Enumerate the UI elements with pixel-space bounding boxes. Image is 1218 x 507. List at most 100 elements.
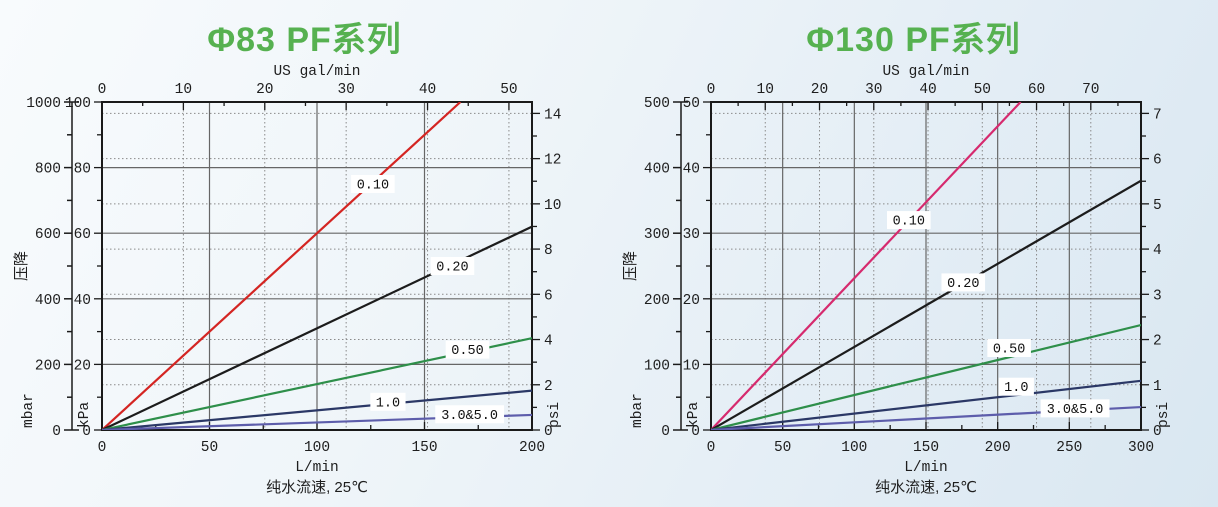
bottom-tick-label: 0: [98, 440, 107, 456]
series-line-0.10: [102, 102, 462, 430]
kpa-axis-unit-label: kPa: [77, 402, 93, 428]
chart-title-phi130-pf: Φ130 PF系列: [806, 21, 1021, 59]
mbar-tick-label: 0: [661, 424, 670, 440]
series-labels: 0.10 0.20 0.50 1.0 3.0&5.0: [351, 175, 505, 424]
series-label-0.10: 0.10: [893, 215, 925, 230]
bottom-tick-label: 50: [774, 440, 791, 456]
series-label-1.0: 1.0: [376, 396, 400, 411]
psi-tick-label: 2: [544, 379, 553, 395]
psi-tick-label: 7: [1153, 107, 1162, 123]
series-label-box-1.0: [998, 377, 1034, 396]
bottom-axis-unit-label: L/min: [904, 460, 948, 476]
mbar-axis-unit-label: mbar: [21, 393, 37, 428]
gridlines-dotted: [102, 102, 532, 430]
psi-tick-label: 0: [1153, 424, 1162, 440]
mbar-axis: [64, 101, 79, 431]
bottom-tick-label: 100: [841, 440, 867, 456]
top-tick-label: 10: [175, 82, 192, 98]
chart-caption: 纯水流速, 25℃: [266, 479, 368, 496]
series-label-box-0.20: [430, 257, 475, 275]
bottom-tick-label: 100: [304, 440, 330, 456]
series-label-box-0.20: [941, 273, 986, 292]
series-label-0.20: 0.20: [436, 261, 468, 276]
kpa-tick-label: 50: [683, 96, 700, 112]
mbar-tick-label: 500: [644, 96, 670, 112]
psi-tick-label: 5: [1153, 198, 1162, 214]
top-tick-label: 0: [98, 82, 107, 98]
bottom-tick-label: 200: [519, 440, 545, 456]
pressure-drop-ylabel: 压降: [13, 251, 30, 281]
mbar-tick-label: 400: [644, 162, 670, 178]
psi-tick-label: 10: [544, 198, 561, 214]
series-line-0.50: [711, 323, 1141, 430]
chart-title-phi83-pf: Φ83 PF系列: [207, 21, 402, 59]
top-tick-label: 60: [1028, 82, 1045, 98]
mbar-tick-label: 200: [644, 293, 670, 309]
kpa-tick-label: 40: [74, 293, 91, 309]
series-label-box-0.50: [987, 339, 1031, 357]
psi-tick-label: 6: [1153, 153, 1162, 169]
chart-panel-phi130-pf: Φ130 PF系列 0 10 20 30 40 50 60 70 0 50 100 150 200 250…: [609, 0, 1218, 507]
gridlines-dotted: [711, 102, 1141, 430]
mbar-tick-label: 400: [35, 293, 61, 309]
series-label-box-0.10: [887, 211, 931, 230]
top-tick-label: 50: [500, 82, 517, 98]
top-tick-label: 30: [865, 82, 882, 98]
chart-panel-phi83-pf: Φ83 PF系列 0 10 20 30 40 50 0 50 100 150 200 0 20 40 60 8…: [13, 21, 563, 496]
series-label-box-0.50: [445, 340, 490, 359]
series-label-3.0&5.0: 3.0&5.0: [441, 409, 498, 424]
chart-svg-phi130-pf: 0 10 20 30 40 50 60 700 50 100 150 200 250 3000102030…: [622, 64, 1172, 496]
top-tick-label: 40: [419, 82, 436, 98]
chart-caption: 纯水流速, 25℃: [875, 479, 977, 496]
kpa-tick-label: 30: [683, 227, 700, 243]
series-line-1.0: [102, 389, 532, 430]
bottom-tick-label: 250: [1056, 440, 1082, 456]
mbar-tick-label: 300: [644, 227, 670, 243]
series-line-1.0: [711, 379, 1141, 430]
kpa-tick-label: 0: [691, 424, 700, 440]
bottom-tick-label: 150: [411, 440, 437, 456]
psi-tick-label: 4: [1153, 243, 1162, 259]
bottom-tick-label: 200: [985, 440, 1011, 456]
series-label-box-3.0&5.0: [1040, 399, 1110, 418]
kpa-axis-unit-label: kPa: [686, 402, 702, 428]
top-tick-label: 30: [337, 82, 354, 98]
top-tick-label: 20: [811, 82, 828, 98]
bottom-tick-label: 0: [707, 440, 716, 456]
kpa-tick-label: 20: [683, 293, 700, 309]
series-label-0.50: 0.50: [993, 343, 1025, 358]
psi-axis-unit-label: psi: [1156, 402, 1172, 428]
series-label-3.0&5.0: 3.0&5.0: [1047, 403, 1104, 418]
series-labels: 0.10 0.20 0.50 1.0 3.0&5.0: [887, 211, 1110, 418]
top-tick-label: 0: [707, 82, 716, 98]
psi-tick-label: 0: [544, 424, 553, 440]
series-label-0.50: 0.50: [451, 344, 483, 359]
psi-tick-label: 14: [544, 107, 561, 123]
mbar-tick-label: 1000: [26, 96, 61, 112]
bottom-tick-label: 50: [201, 440, 218, 456]
psi-axis-unit-label: psi: [547, 402, 563, 428]
axis-tick-labels: 0 10 20 30 40 50 60 700 50 100 150 200 250 3000102030…: [622, 64, 1172, 496]
top-axis-unit-label: US gal/min: [882, 64, 969, 80]
top-tick-label: 40: [919, 82, 936, 98]
psi-tick-label: 2: [1153, 334, 1162, 350]
axis-tick-labels: 0 10 20 30 40 500 50 100 150 20002040608010002004…: [13, 64, 563, 496]
series-label-1.0: 1.0: [1004, 381, 1028, 396]
mbar-axis: [673, 101, 688, 431]
top-tick-label: 10: [757, 82, 774, 98]
kpa-tick-label: 20: [74, 358, 91, 374]
top-axis-unit-label: US gal/min: [273, 64, 360, 80]
series-label-box-1.0: [370, 392, 406, 411]
mbar-tick-label: 600: [35, 227, 61, 243]
psi-tick-label: 4: [544, 334, 553, 350]
mbar-axis-unit-label: mbar: [630, 393, 646, 428]
series-label-box-3.0&5.0: [435, 405, 505, 424]
series-line-0.20: [711, 179, 1141, 430]
top-tick-label: 50: [974, 82, 991, 98]
psi-tick-label: 3: [1153, 288, 1162, 304]
series-label-0.20: 0.20: [947, 277, 979, 292]
bottom-axis-unit-label: L/min: [295, 460, 339, 476]
bottom-tick-label: 150: [913, 440, 939, 456]
psi-tick-label: 12: [544, 153, 561, 169]
kpa-tick-label: 100: [65, 96, 91, 112]
